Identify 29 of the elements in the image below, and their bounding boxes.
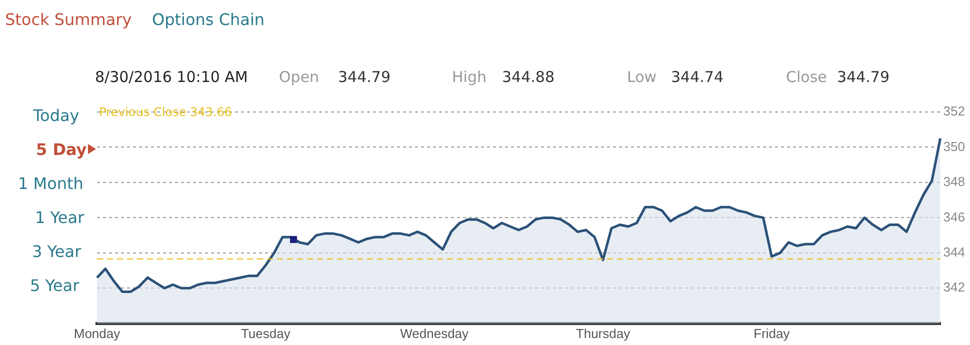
x-tick-label: Monday — [74, 326, 121, 341]
text: 5 Day — [36, 140, 87, 159]
x-tick-label: Thursday — [576, 326, 631, 341]
ref-line-label: Previous Close 343.66 — [99, 105, 232, 120]
text: Today — [33, 106, 80, 125]
text: High — [452, 68, 486, 86]
x-tick-label: Wednesday — [400, 326, 470, 341]
text: Close — [786, 68, 827, 86]
y-tick-label: 342 — [943, 280, 966, 295]
x-tick-label: Friday — [754, 326, 790, 341]
text: 344.74 — [671, 68, 724, 86]
y-tick-label: 348 — [943, 174, 966, 190]
text: 344.79 — [338, 68, 390, 86]
y-tick-label: 350 — [943, 138, 966, 154]
text: 344.79 — [837, 68, 890, 86]
text: 344.88 — [502, 68, 554, 86]
text: Stock Summary — [5, 10, 132, 29]
text: 3 Year — [32, 242, 82, 261]
text: 5 Year — [30, 276, 80, 295]
text: 8/30/2016 10:10 AM — [95, 68, 248, 86]
text: 1 Month — [18, 174, 84, 193]
x-tick-label: Tuesday — [240, 326, 291, 341]
y-tick-label: 344 — [943, 244, 966, 260]
text: Open — [279, 68, 320, 86]
text: Low — [627, 68, 657, 86]
text: Options Chain — [152, 10, 265, 29]
y-tick-label: 352 — [943, 104, 966, 119]
text: 1 Year — [35, 208, 84, 227]
y-tick-label: 346 — [943, 209, 966, 224]
